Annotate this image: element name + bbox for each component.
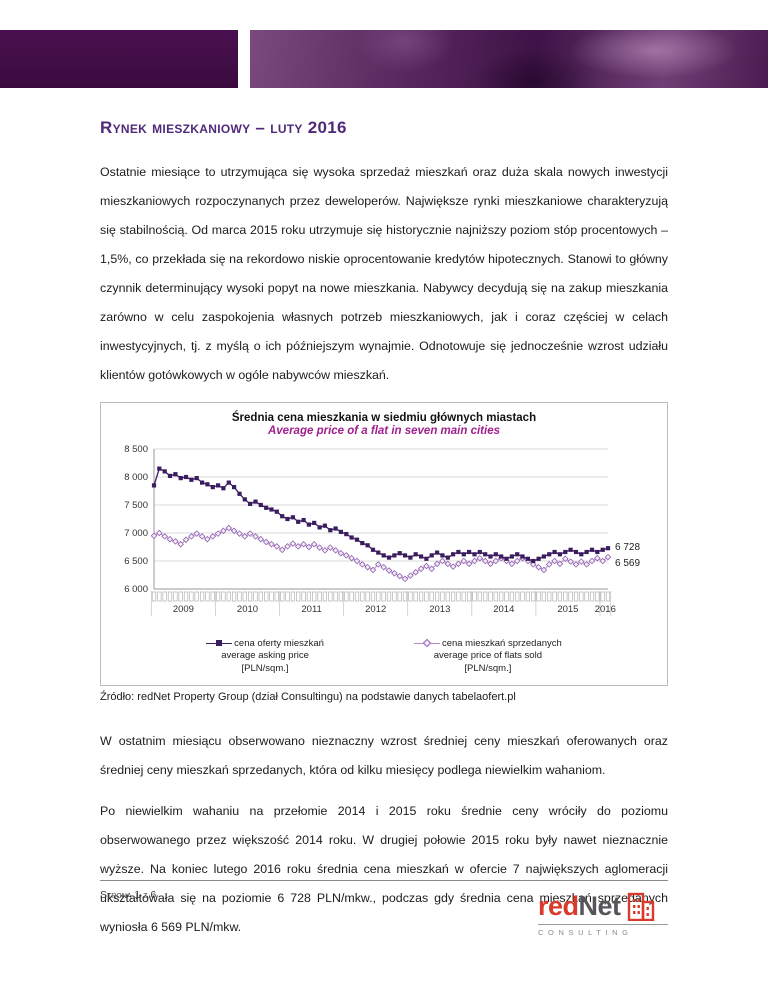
price-chart-figure: Średnia cena mieszkania w siedmiu główny… [100,402,668,686]
svg-text:6 728: 6 728 [615,542,640,553]
logo-consulting-label: CONSULTING [538,928,633,937]
svg-text:6 000: 6 000 [124,584,148,595]
svg-text:2009: 2009 [173,604,194,615]
chart-subtitle: Average price of a flat in seven main ci… [267,425,500,437]
banner-photo [250,30,768,88]
page-content: Rynek mieszkaniowy – luty 2016 Ostatnie … [0,118,768,954]
svg-text:2012: 2012 [365,604,386,615]
price-chart-canvas: 6 000 6 500 7 000 7 500 8 000 8 500 2009 2010 20… [124,444,640,616]
legend-label-en: average price of flats sold [433,650,542,661]
legend-label: cena oferty mieszkań [234,638,324,649]
svg-text:6 569: 6 569 [615,558,640,569]
svg-text:8 500: 8 500 [124,444,148,455]
legend-label: cena mieszkań sprzedanych [441,638,562,649]
svg-text:6 500: 6 500 [124,556,148,567]
page-footer: Strona 1 z 6 redNet [100,880,668,937]
chart-title: Średnia cena mieszkania w siedmiu główny… [231,412,537,424]
square-marker-icon [206,640,233,646]
logo-text-red: red [538,891,579,921]
legend-unit: [PLN/sqm.] [241,663,289,674]
body-paragraph: Ostatnie miesiące to utrzymująca się wys… [100,165,668,382]
svg-text:8 000: 8 000 [124,472,148,483]
svg-text:7 000: 7 000 [124,528,148,539]
chart-plot-area: 6 000 6 500 7 000 7 500 8 000 8 500 2009 2010 20… [110,441,658,636]
svg-text:7 500: 7 500 [124,500,148,511]
building-icon [627,892,654,921]
page-title: Rynek mieszkaniowy – luty 2016 [100,118,347,137]
legend-item-asking-price: cena oferty mieszkań average asking pric… [206,638,324,675]
legend-item-sold-price: cena mieszkań sprzedanych average price … [413,638,562,675]
svg-text:2016: 2016 [595,604,616,615]
chart-legend: cena oferty mieszkań average asking pric… [110,638,658,679]
header-banner [0,30,768,88]
banner-purple-block [0,30,238,88]
svg-text:2011: 2011 [301,604,321,615]
diamond-marker-icon [413,638,440,647]
svg-text:2013: 2013 [429,604,450,615]
source-note: Źródło: redNet Property Group (dział Con… [100,691,516,703]
body-paragraph: W ostatnim miesiącu obserwowano nieznacz… [100,734,668,777]
page-number-label: Strona 1 z 6 [100,889,157,901]
svg-text:2014: 2014 [493,604,514,615]
logo-wordmark: redNet [538,891,621,921]
logo-text-net: Net [578,891,622,921]
logo-divider [538,924,668,925]
legend-unit: [PLN/sqm.] [464,663,512,674]
rednet-consulting-logo: redNet CONSULTING [538,889,668,937]
legend-label-en: average asking price [221,650,309,661]
svg-text:2010: 2010 [237,604,258,615]
body-paragraph: Po niewielkim wahaniu na przełomie 2014 … [100,804,668,934]
svg-text:2015: 2015 [557,604,578,615]
